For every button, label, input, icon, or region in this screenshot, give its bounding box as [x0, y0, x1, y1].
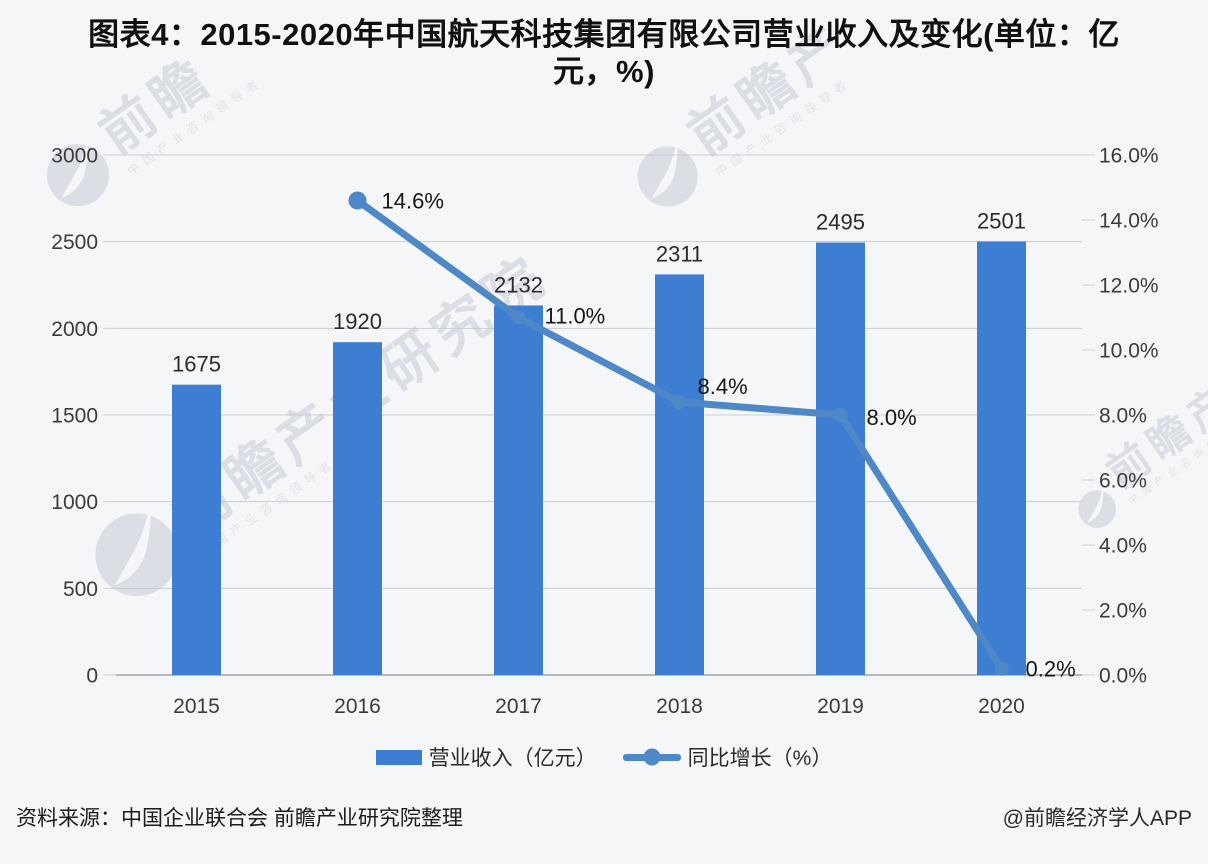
chart-legend: 营业收入（亿元） 同比增长（%）: [0, 742, 1208, 772]
y-axis-label-left: 1500: [51, 405, 98, 428]
growth-value-label: 11.0%: [545, 304, 606, 329]
y-axis-label-right: 2.0%: [1099, 600, 1147, 623]
bar-value-label: 2132: [494, 272, 543, 297]
revenue-bar-2018: [655, 274, 704, 675]
growth-marker-2016: [348, 191, 367, 210]
y-axis-label-right: 8.0%: [1099, 405, 1147, 428]
combo-chart: 3000 2500 2000 1500 1000 500 0 16.0% 14.0% 12.0% 1…: [51, 145, 1159, 719]
y-axis-label-left: 1000: [51, 491, 98, 514]
bar-value-label: 2501: [977, 208, 1026, 233]
x-axis-label: 2015: [173, 695, 220, 718]
growth-value-label: 8.4%: [698, 374, 748, 399]
y-axis-label-left: 2500: [51, 231, 98, 254]
credit-text: @前瞻经济学人APP: [1002, 807, 1192, 830]
chart-footer: 资料来源：中国企业联合会 前瞻产业研究院整理 @前瞻经济学人APP: [0, 802, 1208, 832]
x-axis-label: 2016: [334, 695, 381, 718]
revenue-bar-2015: [172, 384, 221, 675]
y-axis-label-left: 500: [63, 578, 98, 601]
y-axis-label-left: 2000: [51, 318, 98, 341]
source-text: 资料来源：中国企业联合会 前瞻产业研究院整理: [16, 807, 463, 830]
legend-line-marker-icon: [643, 748, 661, 766]
growth-marker-2020: [994, 661, 1009, 676]
legend-item-growth: 同比增长（%）: [622, 742, 833, 772]
legend-line-swatch-icon: [622, 748, 681, 766]
legend-item-revenue: 营业收入（亿元）: [375, 742, 597, 772]
x-axis-label: 2019: [817, 695, 864, 718]
x-axis-label: 2020: [978, 695, 1025, 718]
y-axis-label-right: 14.0%: [1099, 210, 1159, 233]
y-axis-label-right: 16.0%: [1099, 145, 1159, 168]
bar-value-label: 2495: [816, 210, 865, 235]
bar-value-label: 1920: [333, 309, 382, 334]
y-axis-label-right: 4.0%: [1099, 535, 1147, 558]
revenue-bar-2019: [816, 242, 865, 676]
y-axis-label-right: 0.0%: [1099, 665, 1147, 688]
y-axis-label-left: 0: [86, 665, 98, 688]
growth-value-label: 14.6%: [382, 189, 444, 214]
x-axis-label: 2017: [495, 695, 542, 718]
revenue-bar-2017: [494, 305, 543, 675]
chart-title-line2: 元，%): [553, 54, 655, 89]
legend-label-growth: 同比增长（%）: [687, 747, 833, 770]
growth-marker-2018: [672, 395, 687, 409]
chart-title: 图表4：2015-2020年中国航天科技集团有限公司营业收入及变化(单位：亿 元…: [0, 16, 1208, 90]
growth-marker-2017: [511, 310, 526, 325]
legend-bar-swatch-icon: [375, 749, 422, 765]
revenue-bar-2020: [977, 241, 1026, 675]
y-axis-label-left: 3000: [51, 145, 98, 168]
y-axis-label-right: 12.0%: [1099, 275, 1159, 298]
bar-value-label: 1675: [172, 352, 221, 377]
y-axis-label-right: 10.0%: [1099, 340, 1159, 363]
y-axis-label-right: 6.0%: [1099, 470, 1147, 493]
growth-value-label: 8.0%: [867, 405, 917, 430]
growth-marker-2019: [833, 408, 848, 422]
revenue-bar-2016: [333, 342, 382, 675]
x-axis-label: 2018: [656, 695, 703, 718]
chart-title-line1: 图表4：2015-2020年中国航天科技集团有限公司营业收入及变化(单位：亿: [88, 17, 1120, 52]
growth-value-label: 0.2%: [1026, 657, 1076, 682]
bar-value-label: 2311: [656, 241, 703, 266]
legend-label-revenue: 营业收入（亿元）: [428, 747, 597, 770]
